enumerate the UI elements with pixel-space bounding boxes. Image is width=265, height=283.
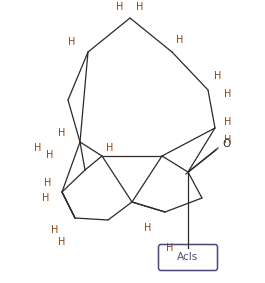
Text: H: H [136, 2, 144, 12]
Text: H: H [58, 128, 66, 138]
Text: H: H [44, 178, 52, 188]
Text: H: H [42, 193, 50, 203]
Text: H: H [144, 223, 152, 233]
FancyBboxPatch shape [158, 245, 218, 271]
Text: H: H [106, 143, 114, 153]
Text: O: O [222, 139, 230, 149]
Text: H: H [51, 225, 59, 235]
Text: H: H [116, 2, 124, 12]
Text: H: H [214, 71, 222, 81]
Text: H: H [176, 35, 184, 45]
Text: H: H [166, 243, 174, 253]
Text: H: H [68, 37, 76, 47]
Text: H: H [34, 143, 42, 153]
Text: H: H [224, 135, 232, 145]
Text: H: H [46, 150, 54, 160]
Text: Acls: Acls [177, 252, 199, 263]
Text: H: H [224, 117, 232, 127]
Text: H: H [224, 89, 232, 99]
Text: H: H [58, 237, 66, 247]
